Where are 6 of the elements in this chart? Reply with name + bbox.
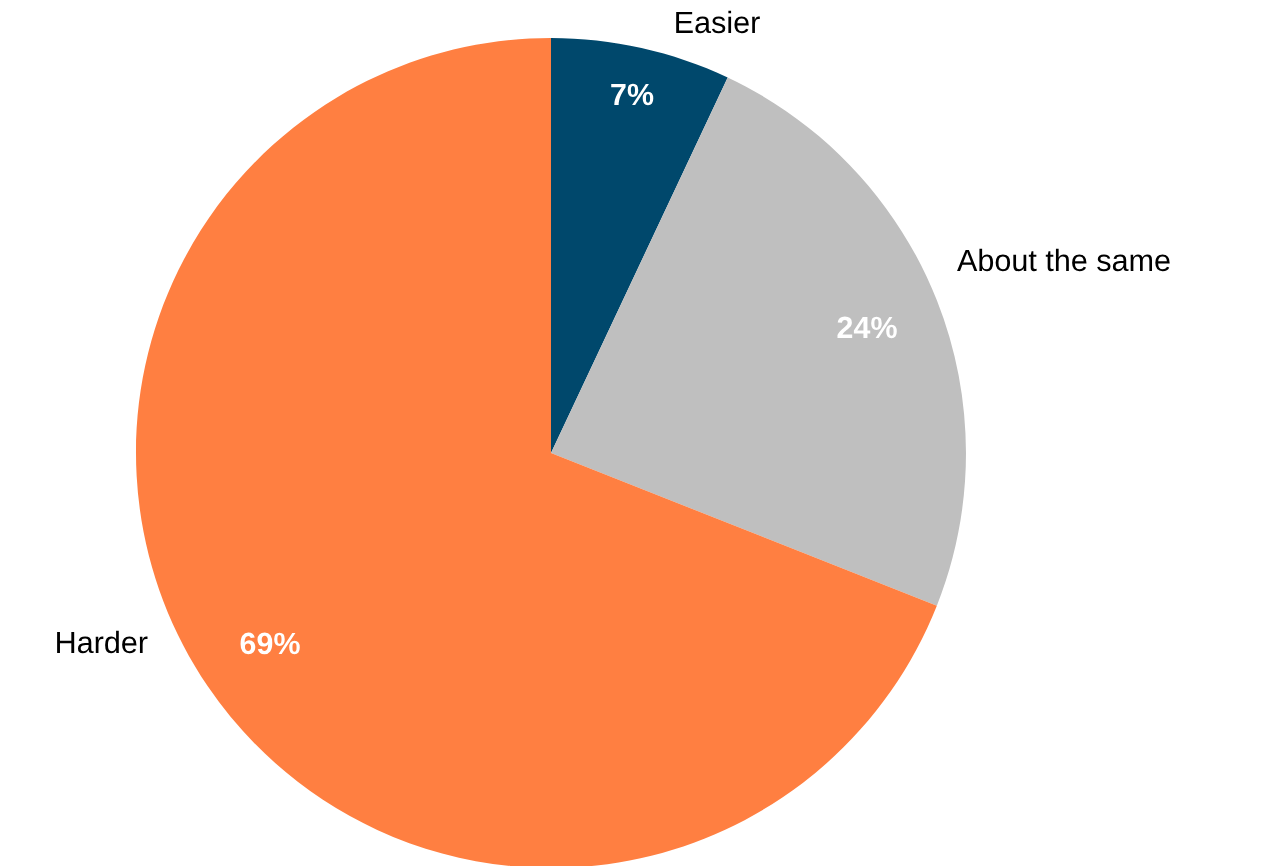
- slice-label: About the same: [957, 248, 1170, 272]
- data-label: 7%: [611, 83, 654, 106]
- slice-label: Harder: [57, 630, 148, 654]
- data-label: 24%: [837, 316, 897, 339]
- slice-label: Easier: [676, 10, 760, 34]
- data-label: 69%: [240, 632, 300, 655]
